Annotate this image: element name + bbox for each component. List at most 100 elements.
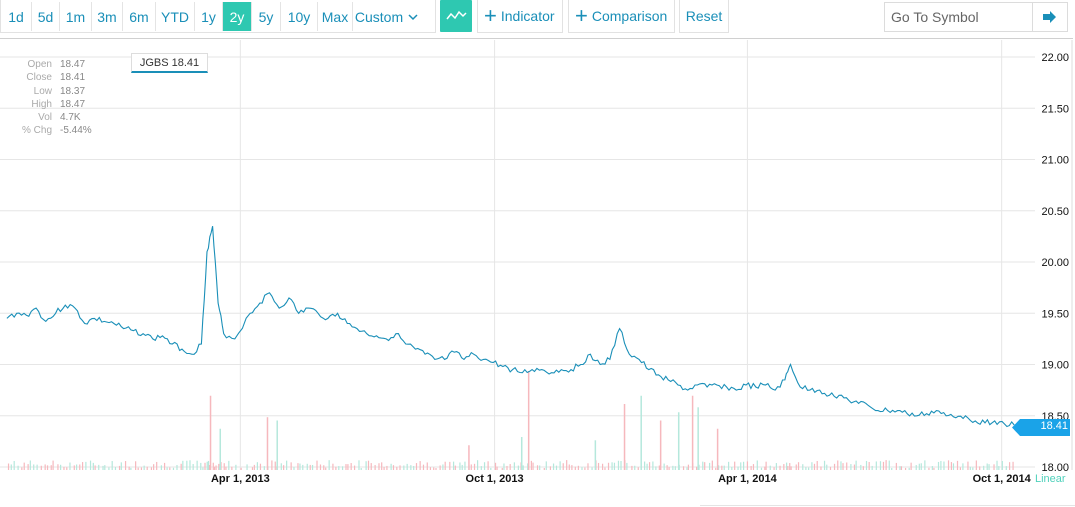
volume-bar <box>166 467 168 470</box>
volume-bar <box>454 465 456 470</box>
volume-bar <box>820 466 822 470</box>
range-button-10y[interactable]: 10y <box>281 2 318 31</box>
volume-bar <box>879 461 882 470</box>
volume-bar <box>200 462 202 470</box>
volume-bar <box>708 462 711 470</box>
volume-bar <box>833 463 836 470</box>
range-button-1y[interactable]: 1y <box>195 2 223 31</box>
range-button-1m[interactable]: 1m <box>60 2 92 31</box>
volume-bar <box>470 464 472 470</box>
chg-value: -5.44% <box>60 125 92 137</box>
x-tick-label: Oct 1, 2013 <box>466 473 524 485</box>
volume-bar <box>306 463 308 470</box>
volume-bar <box>69 462 71 470</box>
volume-bar <box>21 467 23 470</box>
volume-bar <box>231 466 233 470</box>
volume-bar <box>442 464 444 470</box>
volume-bar <box>672 465 674 470</box>
range-button-5y[interactable]: 5y <box>252 2 281 31</box>
plus-icon: + <box>484 3 497 28</box>
volume-bar <box>381 462 383 470</box>
volume-bar <box>79 464 81 470</box>
range-button-3m[interactable]: 3m <box>92 2 123 31</box>
volume-bar <box>473 463 476 470</box>
range-button-2y[interactable]: 2y <box>223 2 252 31</box>
volume-bar <box>406 463 408 470</box>
comparison-button[interactable]: + Comparison <box>568 0 675 33</box>
volume-bar <box>549 466 552 470</box>
price-chart[interactable]: 22.0021.5021.0020.5020.0019.5019.0018.50… <box>0 0 1075 490</box>
volume-bar <box>875 461 877 470</box>
volume-bar <box>924 460 926 470</box>
volume-bar <box>480 466 482 470</box>
volume-bar <box>643 461 646 470</box>
volume-bar <box>370 463 372 470</box>
volume-bar <box>169 467 171 470</box>
volume-bar <box>76 464 78 470</box>
volume-bar <box>962 463 964 470</box>
range-button-max[interactable]: Max <box>318 2 353 31</box>
volume-bar <box>410 465 412 470</box>
volume-bar <box>940 460 942 470</box>
volume-bar <box>882 461 885 470</box>
volume-bar <box>988 464 990 470</box>
volume-bar <box>868 461 870 470</box>
volume-bar <box>721 465 723 470</box>
indicator-button[interactable]: + Indicator <box>477 0 563 33</box>
last-price-value: 18.41 <box>1040 420 1068 432</box>
volume-bar <box>403 465 405 470</box>
volume-bar <box>937 461 940 470</box>
volume-bar <box>808 467 810 470</box>
volume-bar <box>659 420 662 470</box>
volume-bar <box>790 466 792 470</box>
vol-value: 4.7K <box>60 112 81 124</box>
volume-bar <box>85 461 87 470</box>
volume-bar <box>742 461 745 470</box>
volume-bar <box>390 463 392 470</box>
chart-type-button[interactable] <box>440 0 472 32</box>
reset-button[interactable]: Reset <box>679 0 729 33</box>
volume-bar <box>855 460 857 470</box>
volume-bar <box>286 460 288 470</box>
volume-bar <box>527 463 529 470</box>
volume-bar <box>220 462 222 470</box>
volume-bar <box>444 461 446 470</box>
close-value: 18.41 <box>60 72 86 84</box>
range-button-ytd[interactable]: YTD <box>156 2 195 31</box>
volume-bar <box>135 461 137 470</box>
volume-bar <box>668 467 670 470</box>
volume-bar <box>29 460 31 470</box>
volume-bar <box>715 467 717 470</box>
volume-bar <box>44 464 46 470</box>
volume-bar <box>283 465 285 470</box>
volume-bar <box>429 467 432 470</box>
range-button-6m[interactable]: 6m <box>123 2 156 31</box>
range-button-1d[interactable]: 1d <box>1 2 32 31</box>
symbol-search-input[interactable] <box>885 3 1033 31</box>
volume-bar <box>459 462 461 470</box>
range-button-5d[interactable]: 5d <box>32 2 60 31</box>
volume-bar <box>674 466 676 470</box>
volume-bar <box>476 460 479 470</box>
volume-bar <box>697 407 699 470</box>
volume-bar <box>494 462 497 470</box>
volume-bar <box>737 466 739 470</box>
volume-bar <box>658 465 660 470</box>
volume-bar <box>577 465 580 470</box>
volume-bar <box>975 460 977 470</box>
series-legend[interactable]: JGBS 18.41 <box>131 53 208 73</box>
volume-bar <box>797 462 800 470</box>
volume-bar <box>271 460 273 470</box>
range-button-custom[interactable]: Custom <box>353 2 420 31</box>
volume-bar <box>176 464 178 470</box>
go-button[interactable] <box>1032 3 1067 31</box>
volume-bar <box>517 465 519 470</box>
volume-bar <box>967 461 969 470</box>
volume-bar <box>23 462 25 470</box>
volume-bar <box>805 467 807 470</box>
volume-bar <box>571 465 573 470</box>
volume-bar <box>691 395 694 470</box>
scale-toggle[interactable]: Linear <box>1035 473 1066 485</box>
badge-shape <box>1012 419 1070 436</box>
volume-bar <box>316 460 318 470</box>
